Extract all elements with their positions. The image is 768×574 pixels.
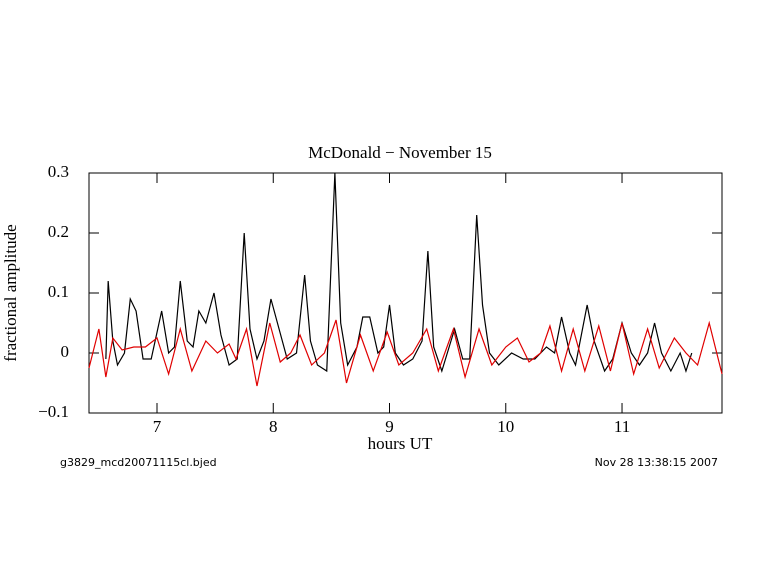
x-tick-label: 11	[614, 417, 630, 436]
y-tick-label: 0.2	[48, 222, 69, 241]
x-tick-label: 7	[153, 417, 162, 436]
plot-frame	[88, 172, 723, 414]
y-tick-label: 0	[61, 342, 70, 361]
data-line	[88, 319, 723, 387]
footer-right: Nov 28 13:38:15 2007	[595, 456, 718, 469]
footer-left: g3829_mcd20071115cl.bjed	[60, 456, 217, 469]
x-tick-label: 9	[385, 417, 394, 436]
y-axis-label: fractional amplitude	[1, 224, 20, 361]
x-tick-label: 8	[269, 417, 278, 436]
chart-title: McDonald − November 15	[308, 143, 492, 162]
y-tick-label: −0.1	[38, 402, 69, 421]
y-tick-label: 0.1	[48, 282, 69, 301]
data-line	[105, 172, 693, 373]
y-tick-label: 0.3	[48, 162, 69, 181]
x-tick-label: 10	[497, 417, 514, 436]
x-axis-label: hours UT	[368, 434, 433, 453]
